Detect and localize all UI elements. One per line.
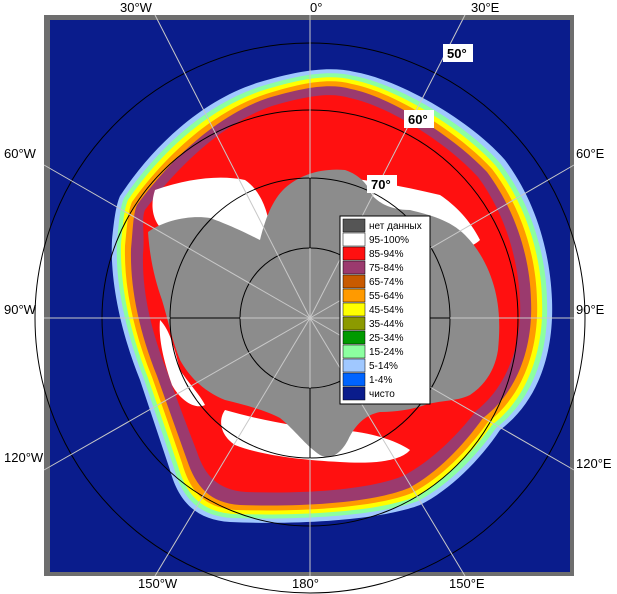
legend-label: 75-84%: [369, 263, 404, 274]
legend-label: 85-94%: [369, 249, 404, 260]
latitude-label-70: 70°: [371, 177, 391, 192]
legend-label: 35-44%: [369, 319, 404, 330]
longitude-label-90e-right: 90°E: [576, 302, 605, 317]
longitude-label-30e-top: 30°E: [471, 0, 500, 15]
legend-swatch: [342, 330, 366, 345]
legend-swatch: [342, 386, 366, 401]
legend-items: нет данных 95-100% 85-94% 75-84% 65-74% 55-64…: [342, 218, 422, 401]
longitude-label-120w-left: 120°W: [4, 450, 44, 465]
legend-swatch: [342, 232, 366, 247]
legend-swatch: [342, 218, 366, 233]
legend-label: 15-24%: [369, 347, 404, 358]
legend-swatch: [342, 246, 366, 261]
legend: нет данных 95-100% 85-94% 75-84% 65-74% 55-64…: [339, 215, 431, 405]
legend-swatch: [342, 302, 366, 317]
longitude-label-90w-left: 90°W: [4, 302, 37, 317]
longitude-label-30w-top: 30°W: [120, 0, 153, 15]
latitude-label-60: 60°: [408, 112, 428, 127]
legend-swatch: [342, 288, 366, 303]
legend-label: нет данных: [369, 221, 422, 232]
legend-swatch: [342, 316, 366, 331]
legend-swatch: [342, 344, 366, 359]
legend-label: 5-14%: [369, 361, 398, 372]
legend-swatch: [342, 372, 366, 387]
longitude-label-120e-right: 120°E: [576, 456, 612, 471]
longitude-label-150e-bottom: 150°E: [449, 576, 485, 591]
legend-label: 95-100%: [369, 235, 409, 246]
longitude-label-150w-bottom: 150°W: [138, 576, 178, 591]
legend-label: 45-54%: [369, 305, 404, 316]
meridian-lines: [43, 14, 575, 577]
latitude-labels: 50° 60° 70°: [367, 44, 473, 193]
longitude-labels: 30°W 0° 30°E 150°W 180° 150°E 60°W 90°W …: [4, 0, 612, 591]
legend-swatch: [342, 358, 366, 373]
longitude-label-60e-right: 60°E: [576, 146, 605, 161]
latitude-label-50: 50°: [447, 46, 467, 61]
longitude-label-180-bottom: 180°: [292, 576, 319, 591]
legend-swatch: [342, 274, 366, 289]
legend-swatch: [342, 260, 366, 275]
legend-label: чисто: [369, 389, 395, 400]
legend-label: 65-74%: [369, 277, 404, 288]
legend-label: 1-4%: [369, 375, 392, 386]
longitude-label-60w-left: 60°W: [4, 146, 37, 161]
legend-label: 25-34%: [369, 333, 404, 344]
longitude-label-0-top: 0°: [310, 0, 322, 15]
legend-label: 55-64%: [369, 291, 404, 302]
ice-white-west: [159, 320, 205, 407]
